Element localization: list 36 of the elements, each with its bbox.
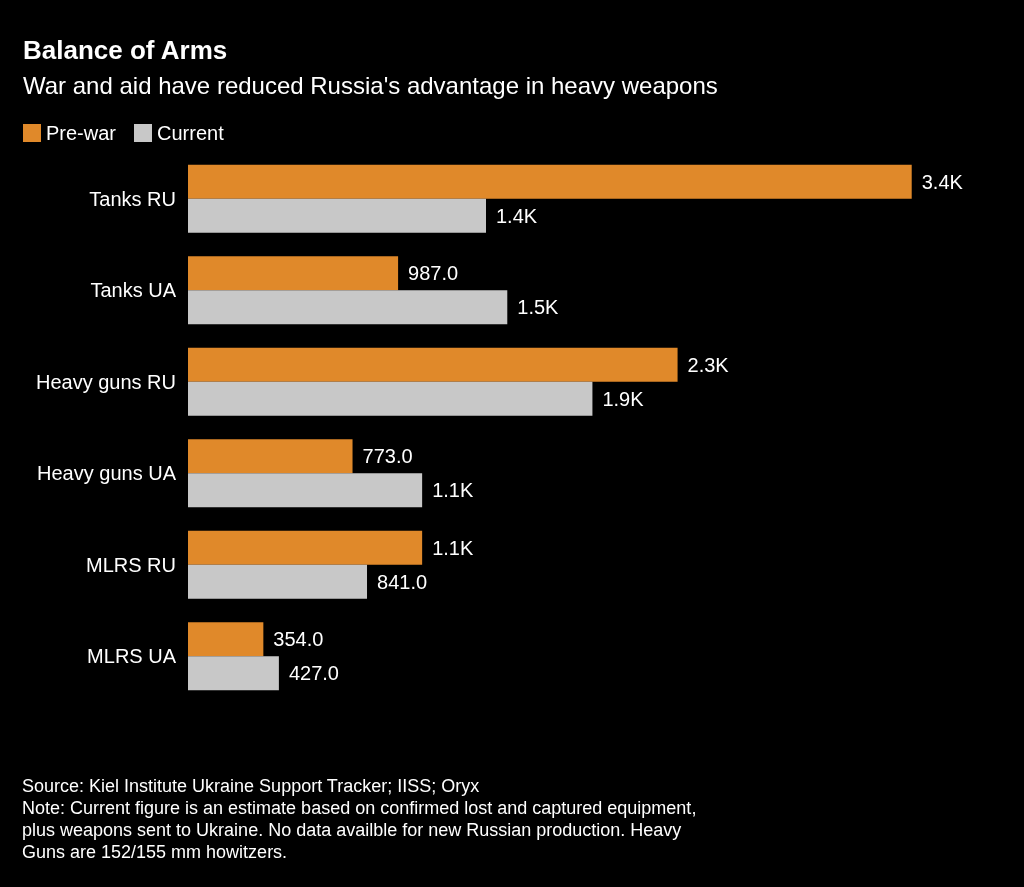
bar — [188, 347, 678, 382]
source-note: Source: Kiel Institute Ukraine Support Tracker; IISS; Oryx — [22, 776, 480, 796]
bar — [188, 198, 486, 233]
data-label: 1.1K — [432, 536, 474, 559]
bar — [188, 290, 508, 325]
data-label: 1.1K — [432, 479, 474, 502]
bar — [188, 256, 399, 291]
y-tick-label: Heavy guns RU — [35, 370, 176, 393]
data-label: 354.0 — [273, 628, 324, 651]
y-tick-label: MLRS UA — [87, 645, 177, 668]
y-tick-label: Tanks UA — [90, 279, 177, 302]
data-label: 773.0 — [362, 445, 413, 468]
bar — [188, 473, 423, 508]
bar — [188, 164, 912, 199]
data-label: 841.0 — [377, 570, 428, 593]
bar — [188, 530, 423, 565]
data-label: 1.9K — [602, 387, 645, 410]
y-tick-label: Heavy guns UA — [37, 462, 177, 485]
data-label: 3.4K — [921, 170, 964, 193]
data-label: 1.4K — [496, 204, 538, 227]
bar — [188, 381, 593, 416]
legend-label: Pre-war — [46, 122, 117, 144]
data-label: 987.0 — [408, 262, 459, 285]
y-tick-label: MLRS RU — [85, 553, 176, 576]
bar — [188, 439, 353, 474]
bar — [188, 622, 264, 657]
chart-title: Balance of Arms — [23, 35, 228, 65]
data-label: 1.5K — [517, 296, 560, 319]
bar — [188, 656, 279, 691]
data-label: 2.3K — [687, 353, 730, 376]
chart-subtitle: War and aid have reduced Russia's advantage in heavy weapons — [23, 71, 718, 99]
text: Note: Current figure is an estimate based on confirmed lost and captured equipment, plus weapons sent to Ukraine. No data availble for new Russian production. Heavy Guns are 152/155 mm howitzers. — [22, 798, 702, 862]
bar — [188, 564, 368, 599]
legend-label: Current — [157, 122, 225, 144]
y-tick-label: Tanks RU — [89, 187, 176, 210]
data-label: 427.0 — [288, 662, 339, 685]
